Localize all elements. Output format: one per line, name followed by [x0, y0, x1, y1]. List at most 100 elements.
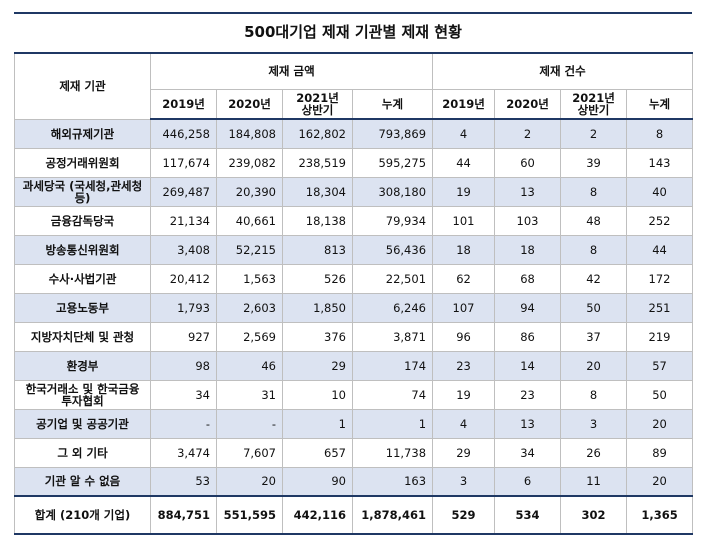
- agency-name: 지방자치단체 및 관청: [14, 321, 151, 352]
- count-2021h1: 50: [560, 292, 628, 323]
- total-count-2020: 534: [494, 495, 562, 535]
- count-2019: 44: [432, 147, 496, 178]
- amount-2020: 52,215: [216, 234, 283, 265]
- total-label: 합계 (210개 기업): [14, 495, 151, 535]
- count-2020: 14: [494, 350, 562, 381]
- agency-name: 공정거래위원회: [14, 147, 151, 178]
- table-row: 과세당국 (국세청,관세청등) 269,487 20,390 18,304 308,18…: [14, 176, 694, 207]
- header-count-2019: 2019년: [432, 88, 496, 120]
- amount-2019: 3,408: [150, 234, 217, 265]
- amount-2020: 20: [216, 466, 283, 497]
- count-total: 251: [626, 292, 694, 323]
- header-count-2021h1: 2021년 상반기: [560, 88, 628, 120]
- count-2020: 13: [494, 176, 562, 207]
- amount-2019: 269,487: [150, 176, 217, 207]
- table-row: 방송통신위원회 3,408 52,215 813 56,436 18 18 8 44: [14, 234, 694, 265]
- count-2021h1: 8: [560, 234, 628, 265]
- count-2020: 86: [494, 321, 562, 352]
- header-count-group: 제재 건수: [432, 52, 694, 90]
- amount-2019: -: [150, 408, 217, 439]
- count-2021h1: 20: [560, 350, 628, 381]
- amount-2020: 2,569: [216, 321, 283, 352]
- count-2019: 3: [432, 466, 496, 497]
- count-2019: 107: [432, 292, 496, 323]
- count-2020: 68: [494, 263, 562, 294]
- amount-2019: 3,474: [150, 437, 217, 468]
- amount-2019: 20,412: [150, 263, 217, 294]
- count-total: 8: [626, 118, 694, 149]
- count-2019: 101: [432, 205, 496, 236]
- count-2019: 19: [432, 176, 496, 207]
- sanctions-table: 제재 기관 제재 금액 제재 건수 2019년 2020년 2021년 상반기 …: [14, 52, 694, 535]
- header-amount-total: 누계: [351, 88, 434, 120]
- total-amount-2019: 884,751: [150, 495, 217, 535]
- amount-total: 11,738: [351, 437, 434, 468]
- agency-name: 방송통신위원회: [14, 234, 151, 265]
- amount-2020: -: [216, 408, 283, 439]
- count-2021h1: 37: [560, 321, 628, 352]
- table-row: 기관 알 수 없음 53 20 90 163 3 6 11 20: [14, 466, 694, 497]
- amount-total: 79,934: [351, 205, 434, 236]
- count-2020: 94: [494, 292, 562, 323]
- count-2020: 23: [494, 379, 562, 410]
- amount-2019: 927: [150, 321, 217, 352]
- table-row: 한국거래소 및 한국금융투자협회 34 31 10 74 19 23 8 50: [14, 379, 694, 410]
- table-row: 해외규제기관 446,258 184,808 162,802 793,869 4 2 2 8: [14, 118, 694, 149]
- amount-2021h1: 29: [282, 350, 353, 381]
- amount-2021h1: 238,519: [282, 147, 353, 178]
- count-2021h1: 42: [560, 263, 628, 294]
- amount-2021h1: 813: [282, 234, 353, 265]
- header-amount-2021h1: 2021년 상반기: [282, 88, 353, 120]
- amount-2019: 34: [150, 379, 217, 410]
- amount-2019: 117,674: [150, 147, 217, 178]
- amount-2019: 98: [150, 350, 217, 381]
- amount-total: 308,180: [351, 176, 434, 207]
- count-2021h1: 39: [560, 147, 628, 178]
- count-2020: 18: [494, 234, 562, 265]
- total-amount-2020: 551,595: [216, 495, 283, 535]
- count-2021h1: 8: [560, 176, 628, 207]
- header-amount-2019: 2019년: [150, 88, 217, 120]
- count-2020: 34: [494, 437, 562, 468]
- agency-name: 공기업 및 공공기관: [14, 408, 151, 439]
- amount-total: 22,501: [351, 263, 434, 294]
- count-2020: 60: [494, 147, 562, 178]
- count-total: 219: [626, 321, 694, 352]
- count-total: 50: [626, 379, 694, 410]
- amount-2021h1: 526: [282, 263, 353, 294]
- amount-2021h1: 18,138: [282, 205, 353, 236]
- agency-name: 수사·사법기관: [14, 263, 151, 294]
- agency-name: 과세당국 (국세청,관세청등): [14, 176, 151, 207]
- amount-2019: 1,793: [150, 292, 217, 323]
- count-2021h1: 3: [560, 408, 628, 439]
- count-2021h1: 26: [560, 437, 628, 468]
- amount-2020: 184,808: [216, 118, 283, 149]
- amount-total: 163: [351, 466, 434, 497]
- amount-2021h1: 10: [282, 379, 353, 410]
- total-count-total: 1,365: [626, 495, 694, 535]
- amount-total: 3,871: [351, 321, 434, 352]
- amount-2020: 2,603: [216, 292, 283, 323]
- table-row: 공기업 및 공공기관 - -1 1 4 13 3 20: [14, 408, 694, 439]
- count-2021h1: 8: [560, 379, 628, 410]
- count-2020: 13: [494, 408, 562, 439]
- count-total: 57: [626, 350, 694, 381]
- count-2019: 4: [432, 408, 496, 439]
- count-2021h1: 2: [560, 118, 628, 149]
- count-2019: 4: [432, 118, 496, 149]
- table-row: 그 외 기타 3,474 7,607 657 11,738 29 34 26 89: [14, 437, 694, 468]
- amount-2019: 21,134: [150, 205, 217, 236]
- amount-2020: 20,390: [216, 176, 283, 207]
- agency-name: 그 외 기타: [14, 437, 151, 468]
- count-2020: 103: [494, 205, 562, 236]
- count-total: 89: [626, 437, 694, 468]
- count-2019: 29: [432, 437, 496, 468]
- amount-2021h1: 657: [282, 437, 353, 468]
- amount-total: 595,275: [351, 147, 434, 178]
- count-total: 20: [626, 408, 694, 439]
- amount-2019: 53: [150, 466, 217, 497]
- amount-2020: 7,607: [216, 437, 283, 468]
- count-2019: 23: [432, 350, 496, 381]
- amount-2019: 446,258: [150, 118, 217, 149]
- agency-name: 기관 알 수 없음: [14, 466, 151, 497]
